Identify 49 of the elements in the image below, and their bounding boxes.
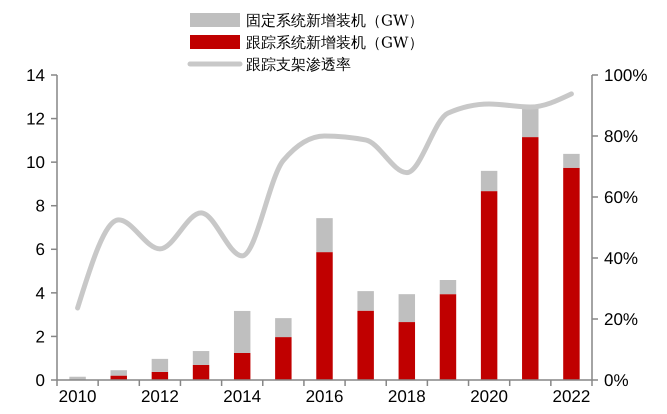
legend-label: 固定系统新增装机（GW）	[246, 11, 424, 30]
y-tick-label: 6	[36, 240, 45, 260]
x-tick-label: 2020	[470, 387, 508, 406]
y-tick-label: 0	[36, 370, 45, 390]
bar	[398, 294, 416, 322]
bar	[192, 351, 210, 365]
bar	[357, 310, 374, 380]
y2-tick-label: 0%	[604, 370, 629, 390]
bar	[69, 376, 86, 380]
bar	[480, 170, 498, 192]
x-tick-label: 2012	[140, 387, 179, 406]
bar	[152, 372, 168, 380]
bar	[398, 322, 416, 380]
bar	[357, 291, 374, 311]
bar	[275, 318, 292, 338]
y-tick-label: 4	[36, 284, 45, 303]
y2-tick-label: 100%	[604, 66, 648, 85]
x-tick-label: 2018	[388, 387, 426, 406]
x-tick-label: 2014	[223, 387, 262, 406]
x-tick-label: 2010	[58, 387, 96, 406]
bar	[522, 108, 538, 138]
bar	[563, 168, 580, 380]
y2-tick-label: 20%	[604, 310, 638, 329]
bar	[480, 191, 498, 380]
y2-tick-label: 80%	[604, 126, 638, 146]
bar	[440, 280, 456, 294]
legend-label: 跟踪系统新增装机（GW）	[246, 33, 424, 52]
bar	[110, 370, 127, 376]
y2-tick-label: 60%	[604, 188, 638, 207]
x-tick-label: 2022	[552, 387, 590, 406]
bar	[275, 337, 292, 380]
bar	[563, 154, 580, 168]
y-tick-label: 10	[26, 153, 45, 172]
bar	[440, 294, 456, 380]
bar	[316, 218, 333, 252]
bar	[522, 137, 538, 380]
legend-label: 跟踪支架渗透率	[246, 55, 351, 74]
y-tick-label: 14	[26, 66, 45, 85]
y-tick-label: 12	[26, 110, 45, 129]
bar	[192, 364, 210, 380]
y-tick-label: 2	[36, 327, 45, 346]
y-tick-label: 8	[36, 196, 45, 216]
y2-tick-label: 40%	[604, 248, 638, 268]
x-tick-label: 2016	[306, 387, 344, 406]
bar	[110, 376, 127, 380]
bar	[234, 352, 250, 380]
bar	[316, 252, 333, 380]
bar	[152, 358, 168, 372]
bar	[234, 310, 250, 353]
